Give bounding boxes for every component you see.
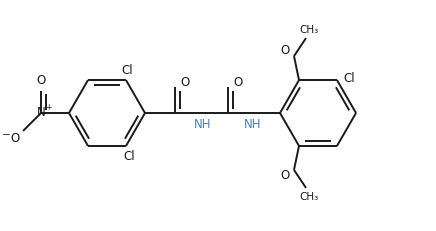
Text: −: − [2, 130, 10, 140]
Text: O: O [233, 76, 242, 89]
Text: N: N [37, 106, 45, 119]
Text: CH₃: CH₃ [300, 25, 319, 35]
Text: O: O [10, 133, 20, 146]
Text: NH: NH [244, 118, 262, 131]
Text: Cl: Cl [123, 150, 135, 163]
Text: O: O [280, 169, 290, 182]
Text: O: O [280, 44, 290, 57]
Text: CH₃: CH₃ [300, 192, 319, 202]
Text: NH: NH [194, 118, 212, 131]
Text: O: O [36, 75, 46, 88]
Text: Cl: Cl [121, 64, 133, 77]
Text: Cl: Cl [343, 72, 355, 85]
Text: O: O [181, 76, 190, 89]
Text: +: + [45, 103, 51, 112]
